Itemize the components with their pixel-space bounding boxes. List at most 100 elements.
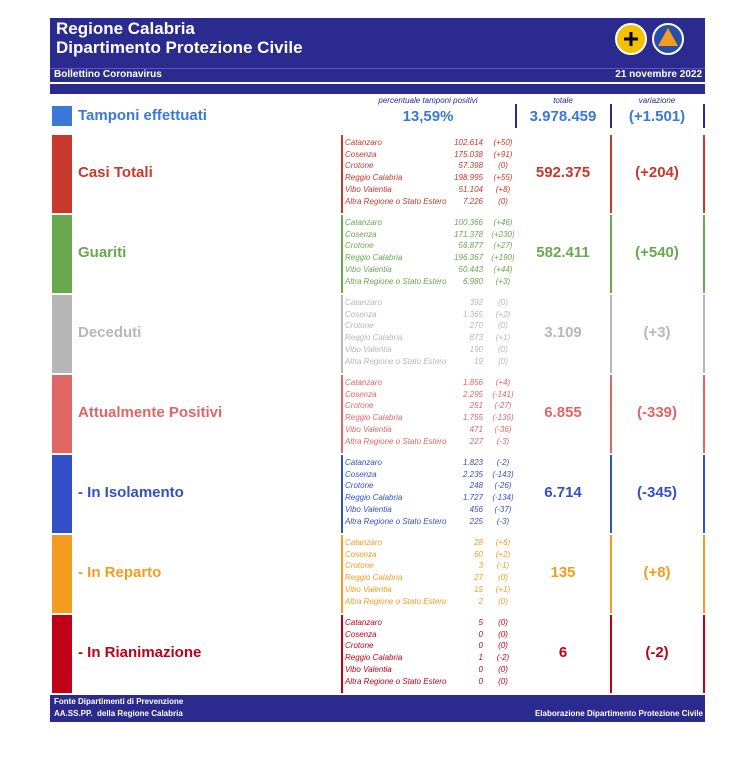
province-change: (0) <box>498 676 508 686</box>
province-value: 225 <box>469 516 483 526</box>
change: (+540) <box>635 244 679 261</box>
color-key <box>52 135 72 213</box>
province: Crotone <box>345 321 374 331</box>
divider <box>703 104 705 128</box>
province-value: 251 <box>469 401 483 411</box>
total: 592.375 <box>535 164 591 181</box>
province-change: (+27) <box>493 241 513 251</box>
province: Cosenza <box>345 629 377 639</box>
province-value: 27 <box>474 573 483 583</box>
province: Cosenza <box>345 469 377 479</box>
total: 582.411 <box>536 244 590 261</box>
province-value: 0 <box>478 629 483 639</box>
total: 135 <box>550 564 576 581</box>
province: Altra Regione o Stato Estero <box>345 516 447 526</box>
province-change: (+46) <box>493 218 513 227</box>
province-value: 270 <box>469 321 483 331</box>
province-value: 5 <box>478 618 483 627</box>
divider <box>341 455 343 533</box>
divider <box>703 535 705 613</box>
province-change: (-37) <box>494 504 512 514</box>
province-value: 392 <box>469 298 483 307</box>
province: Crotone <box>345 161 374 171</box>
header <box>50 18 705 82</box>
province-value: 248 <box>469 481 483 491</box>
province-value: 50.443 <box>458 264 483 274</box>
province: Altra Regione o Stato Estero <box>345 196 447 206</box>
column-label: totale <box>553 96 573 105</box>
section-label: - In Rianimazione <box>78 644 202 661</box>
divider <box>341 615 343 693</box>
province: Cosenza <box>345 149 377 159</box>
change: (+3) <box>643 324 671 341</box>
color-key <box>52 106 72 126</box>
province-value: 0 <box>478 641 483 651</box>
province: Altra Regione o Stato Estero <box>345 676 447 686</box>
province: Reggio Calabria <box>345 653 403 663</box>
province-value: 28 <box>474 538 483 547</box>
province-value: 6.980 <box>462 276 483 286</box>
province: Catanzaro <box>345 538 382 547</box>
divider <box>341 135 343 213</box>
color-key <box>52 455 72 533</box>
province: Cosenza <box>345 229 377 239</box>
province: Altra Regione o Stato Estero <box>345 276 447 286</box>
province: Vibo Valentia <box>345 504 392 514</box>
percent: 13,59% <box>402 108 454 125</box>
province-change: (-2) <box>496 653 510 663</box>
column-label: variazione <box>638 96 676 105</box>
province: Altra Regione o Stato Estero <box>345 596 447 606</box>
province-change: (0) <box>498 641 508 651</box>
change: (+8) <box>643 564 671 581</box>
province: Reggio Calabria <box>345 493 403 503</box>
province: Altra Regione o Stato Estero <box>345 356 447 366</box>
color-key <box>52 295 72 373</box>
total: 3.109 <box>544 324 582 341</box>
province-change: (-2) <box>496 458 510 467</box>
province: Crotone <box>345 641 374 651</box>
province: Reggio Calabria <box>345 573 403 583</box>
province-value: 2 <box>478 596 483 606</box>
province-change: (-27) <box>494 401 512 411</box>
title: Regione Calabria <box>56 19 195 38</box>
province: Crotone <box>345 561 374 571</box>
province-change: (+8) <box>495 184 511 194</box>
province-value: 196.367 <box>454 253 483 263</box>
color-key <box>52 535 72 613</box>
province: Vibo Valentia <box>345 584 392 594</box>
divider <box>610 455 612 533</box>
province-value: 51.104 <box>458 184 483 194</box>
section-label: Attualmente Positivi <box>78 404 223 421</box>
province: Cosenza <box>345 389 377 399</box>
header-rule <box>50 68 705 69</box>
divider <box>703 455 705 533</box>
province: Catanzaro <box>345 458 382 467</box>
province-change: (0) <box>498 629 508 639</box>
section-label: - In Reparto <box>78 564 162 581</box>
divider <box>341 535 343 613</box>
divider <box>341 295 343 373</box>
province-change: (0) <box>498 196 508 206</box>
province-change: (-3) <box>496 436 510 446</box>
province-value: 60 <box>474 549 483 559</box>
divider <box>610 535 612 613</box>
province: Reggio Calabria <box>345 413 403 423</box>
province-value: 57.398 <box>458 161 483 171</box>
color-key <box>52 375 72 453</box>
province-change: (+2) <box>495 549 511 559</box>
province: Crotone <box>345 241 374 251</box>
province: Vibo Valentia <box>345 424 392 434</box>
province-change: (-3) <box>496 516 510 526</box>
divider <box>515 104 517 128</box>
total: 6.855 <box>544 404 582 421</box>
change: (+1.501) <box>628 108 686 125</box>
province: Catanzaro <box>345 298 382 307</box>
footer-source: Fonte Dipartimenti di Prevenzione <box>54 697 184 706</box>
change: (-2) <box>645 644 669 661</box>
province-change: (0) <box>498 298 508 307</box>
column-label: percentuale tamponi positivi <box>378 96 478 105</box>
province: Cosenza <box>345 549 377 559</box>
province-change: (+1) <box>495 333 511 343</box>
province-change: (-36) <box>494 424 512 434</box>
